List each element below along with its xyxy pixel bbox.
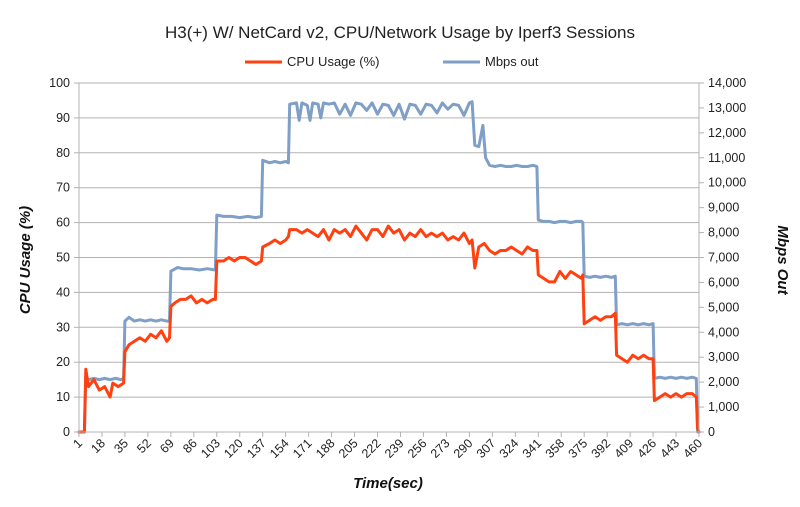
- x-tick-label: 120: [221, 436, 246, 461]
- y2-tick-label: 2,000: [708, 375, 739, 389]
- x-tick-label: 443: [658, 436, 683, 461]
- y2-tick-label: 9,000: [708, 201, 739, 215]
- y-tick-label: 0: [63, 425, 70, 439]
- x-tick-label: 273: [428, 436, 453, 461]
- y2-tick-label: 13,000: [708, 101, 746, 115]
- x-tick-label: 154: [267, 436, 292, 461]
- y2-tick-label: 1,000: [708, 400, 739, 414]
- legend-label-mbps: Mbps out: [485, 54, 539, 69]
- x-axis-title: Time(sec): [353, 475, 423, 492]
- x-tick-label: 171: [290, 436, 315, 461]
- series-lines: [77, 100, 701, 434]
- x-tick-label: 86: [180, 436, 200, 456]
- y2-tick-label: 14,000: [708, 76, 746, 90]
- y-tick-label: 10: [56, 390, 70, 404]
- x-tick-label: 256: [405, 436, 430, 461]
- y2-tick-label: 4,000: [708, 325, 739, 339]
- x-tick-label: 52: [134, 436, 154, 456]
- chart-title: H3(+) W/ NetCard v2, CPU/Network Usage b…: [165, 23, 635, 42]
- y-tick-label: 30: [56, 320, 70, 334]
- x-tick-label: 222: [359, 436, 384, 461]
- x-tick-label: 375: [566, 436, 591, 461]
- x-tick-label: 426: [635, 436, 660, 461]
- x-tick-label: 188: [313, 436, 338, 461]
- y-axis-title: CPU Usage (%): [17, 206, 34, 314]
- y2-tick-label: 7,000: [708, 251, 739, 265]
- y2-tick-label: 8,000: [708, 226, 739, 240]
- x-tick-label: 460: [680, 436, 705, 461]
- y2-tick-label: 12,000: [708, 126, 746, 140]
- y-tick-label: 100: [49, 76, 70, 90]
- y-tick-label: 60: [56, 216, 70, 230]
- y-tick-label: 80: [56, 146, 70, 160]
- x-tick-label: 103: [198, 436, 223, 461]
- y-tick-label: 70: [56, 181, 70, 195]
- y2-axis-title: Mbps Out: [774, 225, 791, 295]
- series-line-cpu-usage: [77, 224, 701, 434]
- x-tick-label: 1: [70, 436, 85, 451]
- legend-label-cpu: CPU Usage (%): [287, 54, 379, 69]
- series-line-mbps-out: [77, 100, 701, 434]
- x-tick-label: 137: [244, 436, 269, 461]
- y-tick-label: 40: [56, 285, 70, 299]
- y2-tick-label: 0: [708, 425, 715, 439]
- y2-tick-label: 5,000: [708, 300, 739, 314]
- x-tick-label: 341: [520, 436, 545, 461]
- y2-tick-label: 10,000: [708, 176, 746, 190]
- x-tick-label: 409: [612, 436, 637, 461]
- y-tick-label: 50: [56, 251, 70, 265]
- x-tick-label: 307: [474, 436, 499, 461]
- x-tick-label: 205: [336, 436, 361, 461]
- y-tick-label: 20: [56, 355, 70, 369]
- x-tick-label: 18: [88, 436, 108, 456]
- axes: 0 10 20 30 40 50 60 70 80 90 100 0 1,000 2,000 3,000 4,…: [49, 76, 746, 461]
- x-tick-label: 239: [382, 436, 407, 461]
- x-tick-label: 324: [497, 436, 522, 461]
- chart-legend: CPU Usage (%) Mbps out: [245, 54, 539, 69]
- x-tick-label: 290: [451, 436, 476, 461]
- y-tick-label: 90: [56, 111, 70, 125]
- y2-tick-label: 11,000: [708, 151, 745, 165]
- x-tick-label: 35: [111, 436, 131, 456]
- x-tick-label: 392: [589, 436, 614, 461]
- y2-tick-label: 3,000: [708, 350, 739, 364]
- grid-lines: [79, 82, 699, 433]
- y2-tick-label: 6,000: [708, 275, 739, 289]
- x-tick-label: 69: [157, 436, 177, 456]
- x-tick-label: 358: [543, 436, 568, 461]
